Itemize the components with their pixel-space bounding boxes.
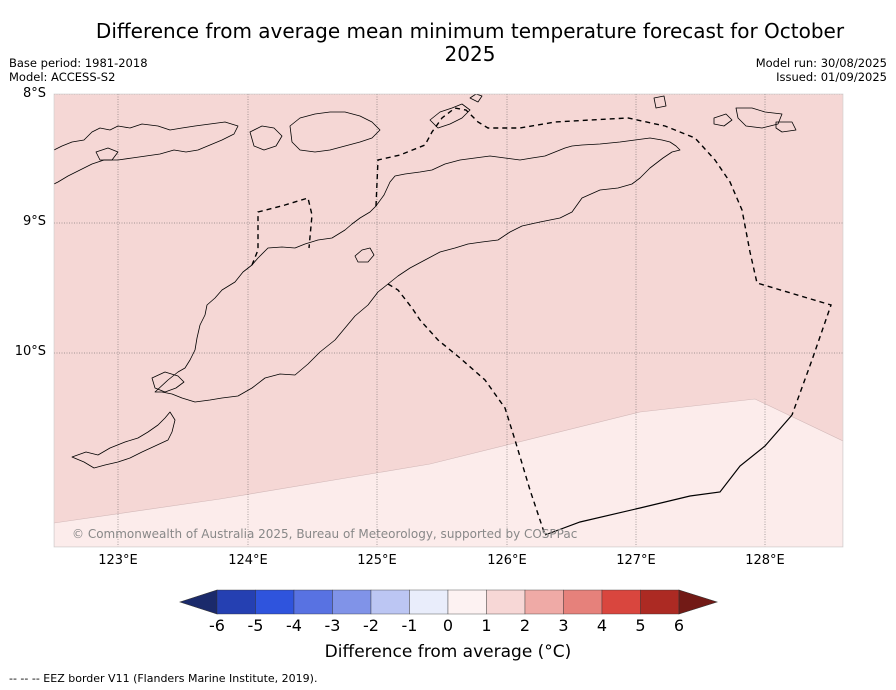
base-period: Base period: 1981-2018 [9,56,148,70]
colorbar-swatch [640,589,680,615]
colorbar-tick-label: -4 [286,616,302,635]
colorbar-swatch [409,589,449,615]
babar-coastline [735,107,783,129]
colorbar-label: Difference from average (°C) [324,642,572,662]
colorbar-swatch [293,589,333,615]
colorbar-swatch [524,589,564,615]
colorbar-tick-label: 3 [558,616,569,635]
map-title: Difference from average mean minimum tem… [95,19,845,66]
lat-label-10s: 10°S [14,344,46,359]
colorbar-tick-label: 2 [519,616,531,635]
romang-coastline [469,94,483,103]
lat-label-8s: 8°S [22,86,46,101]
eez-border-southeast [544,414,793,536]
colorbar-tick-label: -5 [247,616,264,635]
colorbar-swatch [370,589,410,615]
alor-coastline [289,111,381,153]
lon-label-126e: 126°E [487,553,527,568]
damar-coastline [653,95,667,109]
sermata-coastline [713,113,733,127]
wetar-coastline [429,103,471,129]
lon-label-123e: 123°E [98,553,138,568]
semau-island-coastline [151,371,185,393]
colorbar-tick-label: -1 [401,616,418,635]
eez-border-oecusse [251,197,313,266]
colorbar-swatch [486,589,526,615]
colorbar-tick-label: 5 [635,616,646,635]
colorbar-tick-label: 1 [481,616,492,635]
coastlines [54,94,797,469]
colorbar-tick-label: 0 [442,616,454,635]
atauro-island-coastline [354,247,375,263]
colorbar-tick-label: -3 [324,616,341,635]
colorbar-swatch [255,589,295,615]
colorbar-swatch [447,589,487,615]
colorbar-extend-low [179,589,218,615]
pantar-coastline [249,125,283,151]
lon-label-127e: 127°E [616,553,656,568]
rote-island-coastline [71,411,176,469]
colorbar-swatch [332,589,372,615]
colorbar-swatch [563,589,603,615]
timor-coastline [154,137,681,403]
lat-label-9s: 9°S [22,214,46,229]
lon-label-128e: 128°E [745,553,785,568]
lon-label-125e: 125°E [357,553,397,568]
issued-date: Issued: 01/09/2025 [776,70,887,84]
model-name: Model: ACCESS-S2 [9,70,116,84]
map-frame [53,93,844,548]
tanimbar-coastline [775,121,797,133]
colorbar-swatch [216,589,256,615]
eez-footnote: -- -- -- EEZ border V11 (Flanders Marine… [9,672,318,685]
map-area: © Commonwealth of Australia 2025, Bureau… [54,94,843,547]
copyright-notice: © Commonwealth of Australia 2025, Bureau… [72,527,577,541]
colorbar-tick-label: 6 [673,616,685,635]
meta-left: Base period: 1981-2018 Model: ACCESS-S2 [9,56,148,84]
anomaly-0-to-1-region [54,398,843,547]
colorbar-swatch [601,589,641,615]
eez-borders [251,107,832,536]
colorbar-tick-label: 4 [596,616,608,635]
colorbar-extend-high [678,589,718,615]
colorbar-tick-label: -6 [209,616,225,635]
colorbar [179,589,718,615]
solor-coastline [95,147,119,161]
model-run: Model run: 30/08/2025 [755,56,887,70]
colorbar-tick-label: -2 [363,616,379,635]
lon-label-124e: 124°E [228,553,268,568]
meta-right: Model run: 30/08/2025 Issued: 01/09/2025 [756,56,887,84]
